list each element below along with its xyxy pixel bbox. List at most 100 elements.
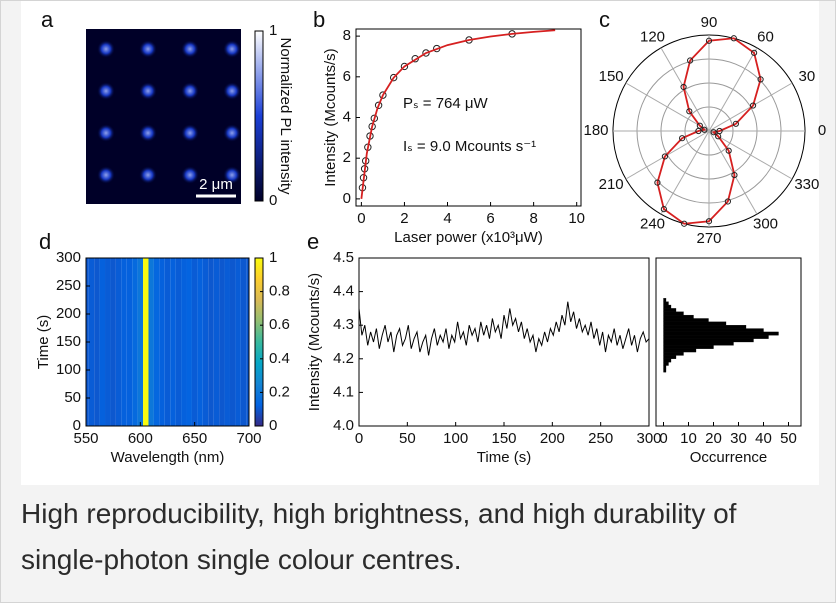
polar-point <box>679 135 686 142</box>
polar-point <box>687 57 694 64</box>
panel-label: b <box>313 7 325 32</box>
histogram-bar <box>663 358 672 363</box>
x-tick-label: 50 <box>780 430 797 447</box>
scale-bar-label: 2 μm <box>199 176 233 193</box>
heatmap-column <box>186 258 192 426</box>
y-tick-label: 0 <box>343 190 351 207</box>
angle-label: 300 <box>753 215 778 232</box>
histogram-bar <box>663 301 669 306</box>
colorbar-tick-label: 1 <box>269 22 277 39</box>
emitter-spot <box>139 166 157 184</box>
colorbar-tick-label: 0.6 <box>269 316 290 333</box>
data-point <box>400 62 409 71</box>
y-tick-label: 4.1 <box>333 383 354 400</box>
histogram-bar <box>663 308 677 312</box>
angle-label: 150 <box>599 68 624 85</box>
heatmap-column <box>213 258 220 426</box>
x-tick-label: 150 <box>491 430 516 447</box>
y-tick-label: 4.2 <box>333 350 354 367</box>
colorbar <box>254 257 264 427</box>
heatmap-column <box>153 258 160 426</box>
histogram-bar <box>663 318 709 322</box>
emitter-spot <box>139 40 157 58</box>
trace-line <box>358 301 650 356</box>
polar-point <box>686 108 693 115</box>
emitter-spot <box>97 124 115 142</box>
y-tick-label: 200 <box>56 305 81 322</box>
heatmap-column <box>164 258 171 426</box>
data-point <box>379 91 387 99</box>
heatmap-column <box>170 258 176 426</box>
heatmap-column <box>246 258 249 426</box>
histogram-bar <box>663 365 667 370</box>
histogram-bar <box>663 345 714 349</box>
polar-point <box>751 49 758 56</box>
histogram-bar <box>663 338 754 343</box>
angle-label: 330 <box>794 176 819 193</box>
polar-point <box>705 218 713 225</box>
angle-label: 240 <box>640 215 665 232</box>
emitter-spot <box>139 124 157 142</box>
polar-point <box>710 129 717 136</box>
polar-point <box>654 179 661 186</box>
polar-point <box>661 153 669 160</box>
histogram-bar <box>663 325 747 329</box>
colorbar-tick-label: 0.4 <box>269 350 290 367</box>
histogram-bar <box>663 368 667 373</box>
heatmap-column <box>229 258 236 426</box>
heatmap-column <box>191 258 198 426</box>
histogram-bar <box>663 335 769 339</box>
panel-label: a <box>41 7 54 32</box>
angle-label: 270 <box>696 230 721 247</box>
heatmap-column <box>143 258 149 426</box>
emitter-spot <box>223 40 241 58</box>
polar-spoke <box>660 130 710 215</box>
histogram-bar <box>663 321 727 326</box>
annotation: Iₛ = 9.0 Mcounts s⁻¹ <box>403 138 536 155</box>
angle-label: 90 <box>701 14 718 31</box>
heatmap-column <box>224 258 230 426</box>
heatmap-column <box>181 258 187 426</box>
data-point <box>389 73 398 82</box>
panel-label: d <box>39 229 51 254</box>
annotation: Pₛ = 764 μW <box>403 95 489 112</box>
heatmap-column <box>197 258 203 426</box>
heatmap-column <box>132 258 138 426</box>
emitter-spot <box>97 166 115 184</box>
heatmap-column <box>110 258 116 426</box>
x-tick-label: 550 <box>73 430 98 447</box>
y-tick-label: 4.0 <box>333 417 354 434</box>
heatmap-column <box>99 258 106 426</box>
polar-point <box>757 76 764 83</box>
data-point <box>374 101 383 109</box>
heatmap-column <box>121 258 127 426</box>
polar-point <box>660 206 667 213</box>
x-tick-label: 600 <box>128 430 153 447</box>
polar-point <box>724 198 731 205</box>
data-point <box>422 49 430 57</box>
colorbar-tick-label: 0 <box>269 192 277 209</box>
caption: High reproducibility, high brightness, a… <box>21 498 753 575</box>
x-tick-label: 10 <box>568 210 585 227</box>
emitter-spot <box>181 166 199 184</box>
x-axis-label: Wavelength (nm) <box>111 449 225 466</box>
x-tick-label: 0 <box>355 430 363 447</box>
x-tick-label: 50 <box>399 430 416 447</box>
heatmap-column <box>137 258 144 426</box>
x-tick-label: 0 <box>357 210 365 227</box>
x-tick-label: 2 <box>400 210 408 227</box>
heatmap-column <box>159 258 165 426</box>
emitter-spot <box>139 82 157 100</box>
polar-point <box>681 220 688 227</box>
heatmap-column <box>240 258 247 426</box>
polar-point <box>749 102 757 109</box>
histogram-bar <box>663 355 677 359</box>
panel-label: c <box>599 7 610 32</box>
x-tick-label: 100 <box>443 430 468 447</box>
heatmap-column <box>94 258 100 426</box>
colorbar-label: Normalized PL intensity <box>277 37 294 195</box>
histogram-bar <box>663 331 779 336</box>
y-tick-label: 100 <box>56 361 81 378</box>
